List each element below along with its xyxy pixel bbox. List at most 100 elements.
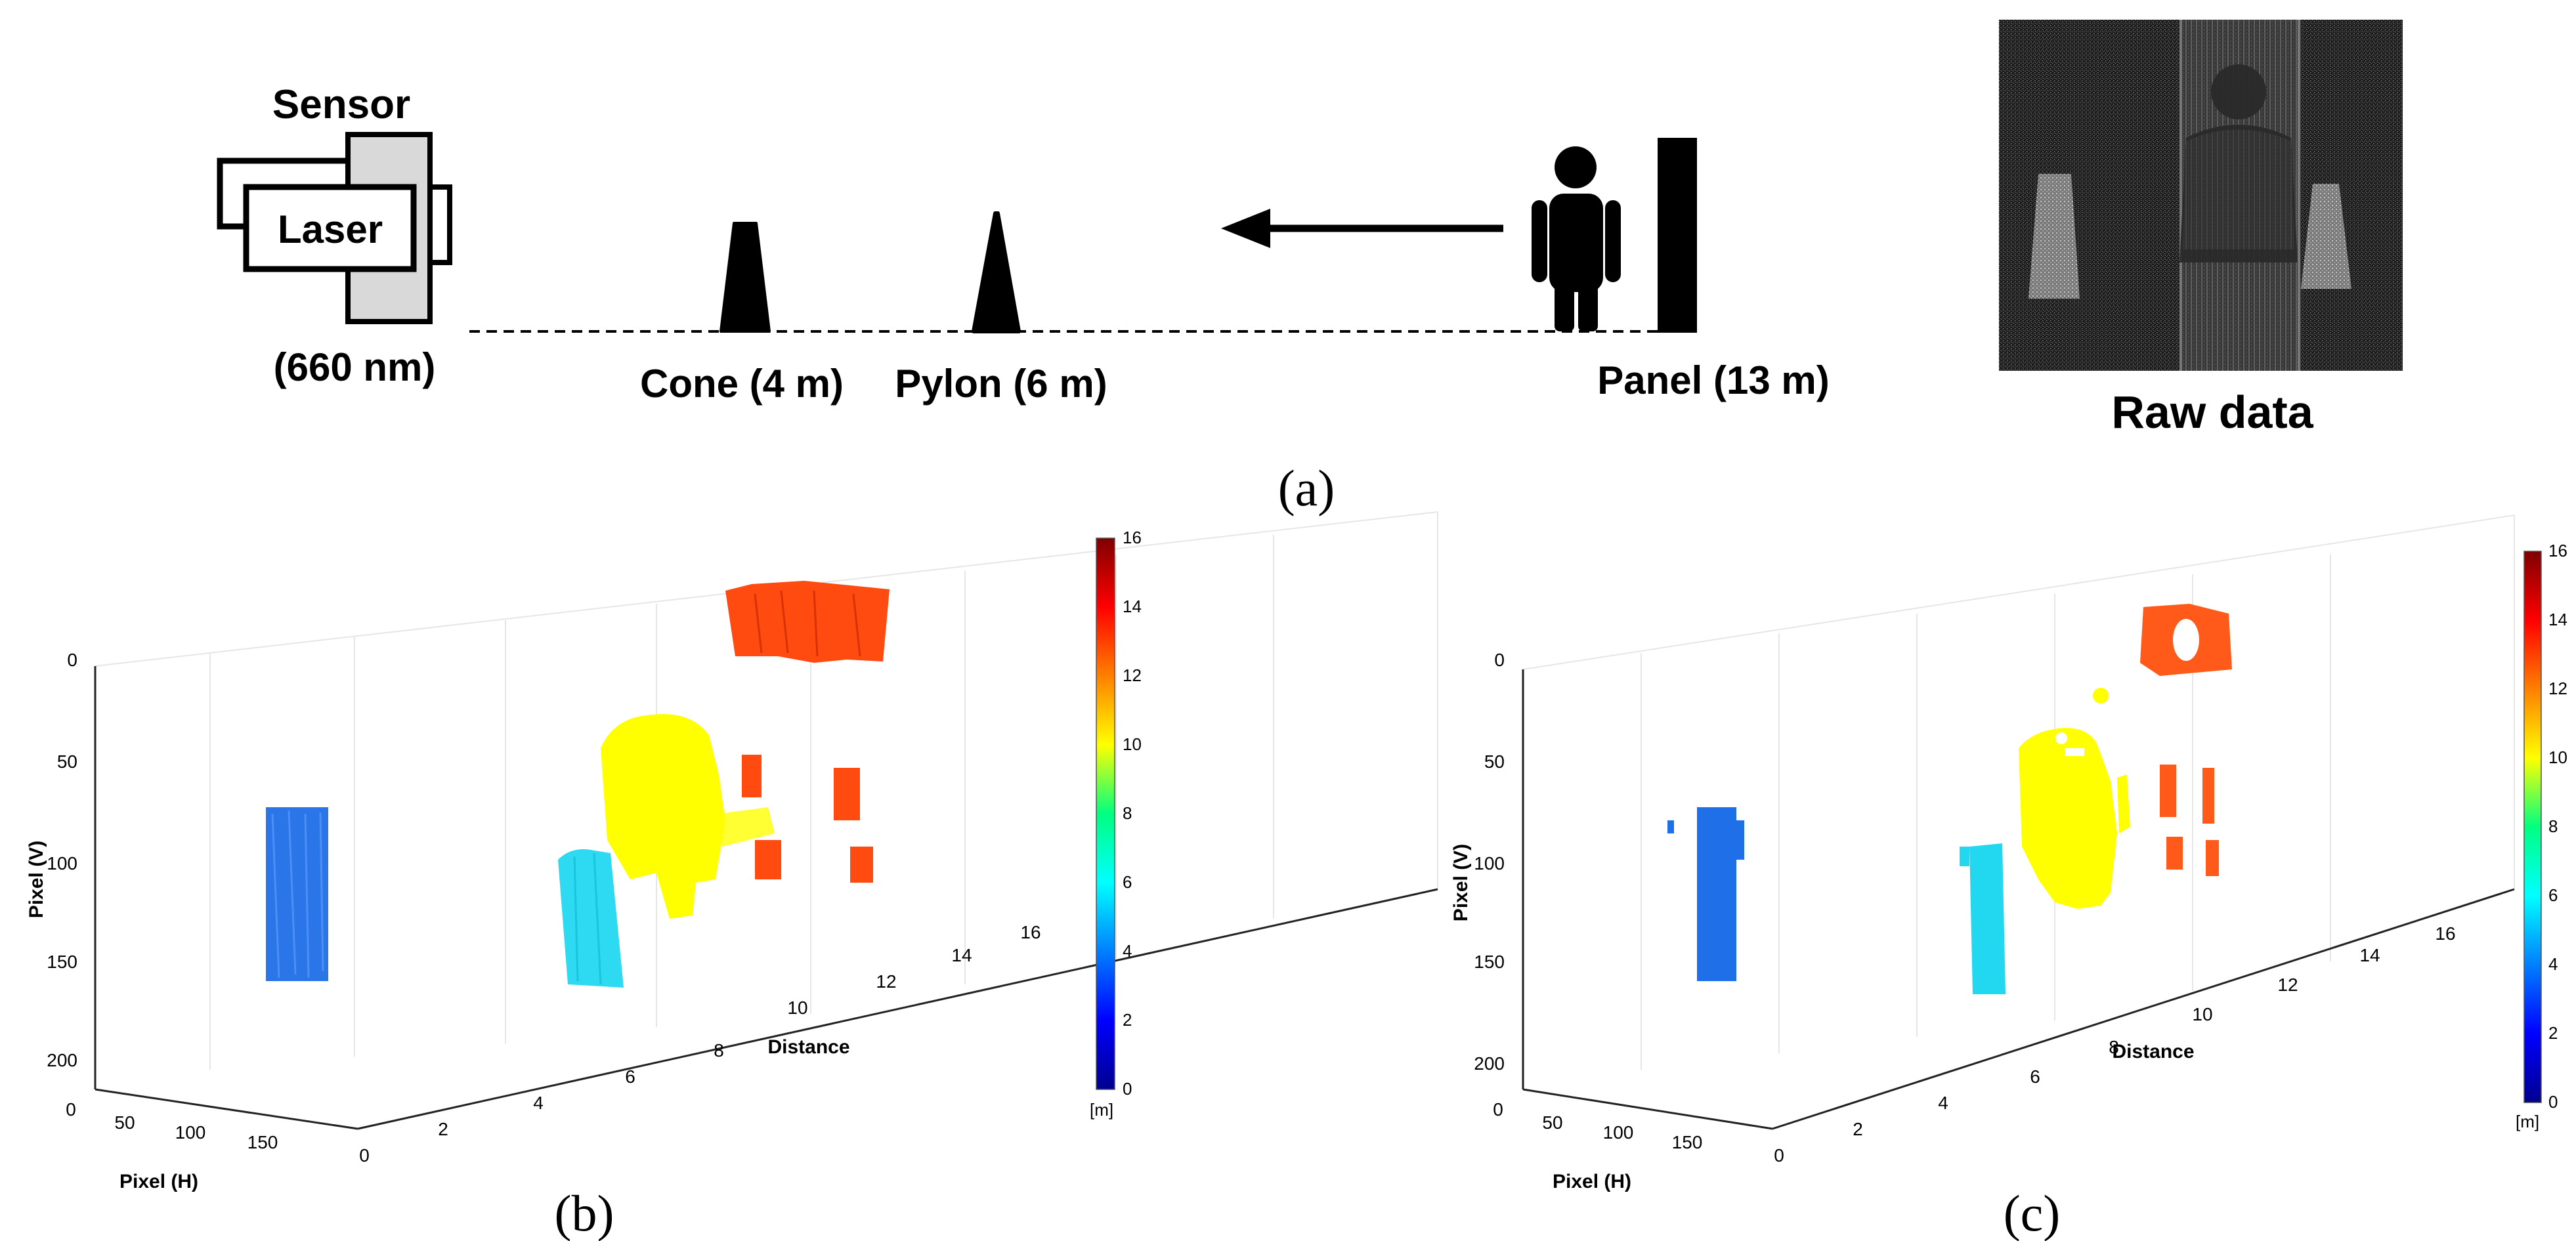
laser-box xyxy=(243,184,417,272)
d-tick-b-6: 12 xyxy=(876,971,896,992)
v-tick-c-1: 50 xyxy=(1484,751,1505,772)
cbar-ticks-c: 0 2 4 6 8 10 12 14 16 xyxy=(2548,541,2567,1112)
cbar-tick-b-1: 2 xyxy=(1123,1010,1132,1030)
v-tick-b-1: 50 xyxy=(57,751,77,772)
cone-cloud-b xyxy=(266,807,328,981)
person-cloud-c xyxy=(2019,688,2130,909)
h-tick-b-1: 50 xyxy=(114,1112,135,1133)
d-tick-c-2: 4 xyxy=(1938,1093,1948,1113)
d-tick-b-0: 0 xyxy=(359,1145,370,1166)
cbar-tick-b-2: 4 xyxy=(1123,941,1132,961)
caption-a: (a) xyxy=(1278,459,1335,516)
v-tick-b-3: 150 xyxy=(47,952,77,972)
d-ticks-c: 0 2 4 6 8 10 12 14 16 xyxy=(1774,923,2455,1166)
h-tick-b-0: 0 xyxy=(66,1099,76,1120)
ylabel-b: Pixel (V) xyxy=(26,841,47,918)
person-icon xyxy=(1532,146,1621,331)
caption-b: (b) xyxy=(555,1185,614,1241)
d-tick-b-3: 6 xyxy=(625,1066,635,1087)
panel-c-plot: Pixel (V) Pixel (H) Distance 0 50 100 15… xyxy=(1450,515,2567,1241)
pylon-label: Pylon (6 m) xyxy=(895,362,1107,406)
v-tick-c-0: 0 xyxy=(1494,650,1505,670)
panel-cloud-c xyxy=(2140,604,2232,876)
panel-icon xyxy=(1658,138,1697,333)
v-tick-b-2: 100 xyxy=(47,853,77,873)
d-tick-b-8: 16 xyxy=(1020,922,1041,942)
v-tick-c-2: 100 xyxy=(1474,853,1505,873)
cbar-tick-c-1: 2 xyxy=(2548,1023,2558,1043)
h-ticks-b: 0 50 100 150 xyxy=(66,1099,278,1152)
panel-cloud-texture-b xyxy=(754,590,861,657)
cbar-tick-b-4: 8 xyxy=(1123,803,1132,823)
cone-cloud-c xyxy=(1667,807,1744,981)
d-tick-b-2: 4 xyxy=(533,1093,544,1113)
d-tick-b-5: 10 xyxy=(787,998,807,1018)
cbar-tick-c-7: 14 xyxy=(2548,610,2567,629)
cone-label: Cone (4 m) xyxy=(640,362,844,406)
pylon-cloud-c xyxy=(1960,843,2006,994)
cbar-tick-c-6: 12 xyxy=(2548,679,2567,698)
cbar-ticks-b: 0 2 4 6 8 10 12 14 16 xyxy=(1123,528,1142,1099)
cbar-tick-b-0: 0 xyxy=(1123,1079,1132,1099)
d-tick-b-7: 14 xyxy=(951,945,972,965)
grid-c xyxy=(1522,515,2515,1089)
h-tick-b-3: 150 xyxy=(247,1132,278,1152)
caption-c: (c) xyxy=(2004,1185,2061,1241)
person-cloud-b xyxy=(601,714,775,919)
motion-arrow-icon xyxy=(1221,209,1503,248)
laser-label: Laser xyxy=(278,207,383,251)
pylon-icon xyxy=(972,211,1021,333)
xlabel-b: Pixel (H) xyxy=(119,1171,198,1192)
d-tick-c-1: 2 xyxy=(1853,1119,1863,1139)
v-tick-c-3: 150 xyxy=(1474,952,1505,972)
panel-b-plot: Pixel (V) Pixel (H) Distance 0 50 100 15… xyxy=(26,511,1438,1241)
v-tick-c-4: 200 xyxy=(1474,1053,1505,1074)
cone-icon xyxy=(719,222,771,333)
cbar-tick-b-5: 10 xyxy=(1123,734,1142,754)
d-tick-c-3: 6 xyxy=(2030,1066,2040,1087)
axes-c xyxy=(1522,669,2515,1130)
cbar-tick-c-5: 10 xyxy=(2548,747,2567,767)
ylabel-c: Pixel (V) xyxy=(1450,844,1472,921)
h-tick-b-2: 100 xyxy=(175,1122,206,1143)
axes-b xyxy=(94,666,1438,1130)
d-ticks-b: 0 2 4 6 8 10 12 14 16 xyxy=(359,922,1041,1166)
cbar-tick-b-3: 6 xyxy=(1123,872,1132,892)
d-tick-c-8: 16 xyxy=(2435,923,2455,944)
cbar-tick-c-8: 16 xyxy=(2548,541,2567,560)
zlabel-b: Distance xyxy=(767,1036,849,1058)
sensor-title: Sensor xyxy=(272,82,410,127)
cbar-tick-b-7: 14 xyxy=(1123,597,1142,616)
d-tick-c-4: 8 xyxy=(2109,1037,2119,1057)
pylon-cloud-b xyxy=(558,849,624,988)
h-tick-c-3: 150 xyxy=(1672,1132,1703,1152)
panel-a-schematic: Sensor Laser (660 nm) Cone (4 m) Pylon (… xyxy=(217,20,2403,516)
h-tick-c-0: 0 xyxy=(1493,1099,1503,1120)
sensor-lens xyxy=(427,184,452,265)
cbar-tick-c-0: 0 xyxy=(2548,1092,2558,1112)
colorbar-b xyxy=(1096,537,1115,1090)
panel-cloud-b xyxy=(725,581,890,883)
cbar-tick-c-3: 6 xyxy=(2548,885,2558,905)
cbar-unit-c: [m] xyxy=(2516,1112,2539,1131)
panel-label: Panel (13 m) xyxy=(1597,358,1829,402)
d-tick-c-5: 10 xyxy=(2192,1004,2212,1024)
d-tick-b-4: 8 xyxy=(714,1040,724,1061)
v-tick-b-4: 200 xyxy=(47,1050,77,1070)
h-tick-c-2: 100 xyxy=(1603,1122,1634,1143)
xlabel-c: Pixel (H) xyxy=(1553,1171,1631,1192)
cbar-tick-c-4: 8 xyxy=(2548,816,2558,836)
cbar-tick-b-8: 16 xyxy=(1123,528,1142,547)
v-ticks-b: 0 50 100 150 200 xyxy=(47,650,77,1070)
d-tick-c-0: 0 xyxy=(1774,1145,1784,1166)
raw-data-image xyxy=(1999,20,2403,371)
h-ticks-c: 0 50 100 150 xyxy=(1493,1099,1702,1152)
d-tick-c-7: 14 xyxy=(2359,945,2380,965)
v-ticks-c: 0 50 100 150 200 xyxy=(1474,650,1505,1074)
sensor-icon xyxy=(217,132,452,324)
cbar-tick-c-2: 4 xyxy=(2548,954,2558,974)
cbar-tick-b-6: 12 xyxy=(1123,665,1142,685)
wavelength-label: (660 nm) xyxy=(274,345,436,389)
d-tick-b-1: 2 xyxy=(438,1119,448,1139)
